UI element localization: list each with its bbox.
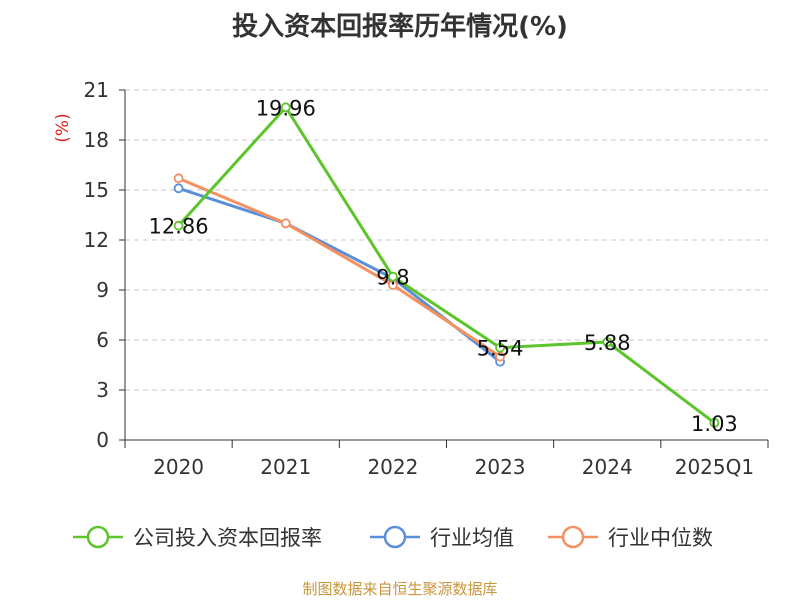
legend-label: 公司投入资本回报率 <box>133 526 322 550</box>
x-tick-label: 2023 <box>475 455 526 479</box>
gridlines <box>125 89 768 391</box>
y-tick-label: 0 <box>96 428 109 452</box>
data-point <box>280 102 291 113</box>
legend-label: 行业中位数 <box>608 526 713 550</box>
y-tick-label: 9 <box>96 278 109 302</box>
legend-swatch-marker <box>561 525 585 549</box>
y-axis-label: (%) <box>53 113 73 142</box>
data-point <box>173 220 184 231</box>
legend-swatch-marker <box>86 525 110 549</box>
y-axis: 0 3 6 9 12 15 18 21 (%) <box>53 78 126 452</box>
data-point <box>173 183 184 194</box>
legend-label: 行业均值 <box>430 526 514 550</box>
series-line <box>177 105 716 425</box>
y-tick-label: 18 <box>84 128 109 152</box>
x-tick-label: 2024 <box>582 455 633 479</box>
data-point <box>495 342 505 353</box>
data-point <box>388 271 398 282</box>
data-point <box>495 351 505 362</box>
data-label: 12.86 <box>149 215 209 239</box>
legend: 公司投入资本回报率 行业均值 行业中位数 <box>73 525 713 550</box>
legend-swatch-marker <box>383 525 407 549</box>
data-label: 5.54 <box>477 337 524 361</box>
data-point <box>602 337 613 347</box>
y-tick-label: 21 <box>84 78 109 102</box>
series-line <box>178 186 502 363</box>
chart-title: 投入资本回报率历年情况(%) <box>232 12 568 42</box>
y-tick-label: 15 <box>84 178 109 202</box>
y-tick-label: 12 <box>84 228 109 252</box>
x-tick-label: 2020 <box>153 455 204 479</box>
x-tick-label: 2021 <box>260 455 311 479</box>
y-tick-label: 6 <box>96 328 109 352</box>
series-lines <box>177 105 716 425</box>
data-point <box>173 173 184 184</box>
data-point <box>280 218 291 229</box>
series-points <box>173 102 720 428</box>
x-axis: 2020 2021 2022 2023 2024 2025Q1 <box>124 439 769 479</box>
data-label: 19.96 <box>256 96 316 120</box>
data-label: 1.03 <box>691 412 738 436</box>
x-tick-label: 2022 <box>367 455 418 479</box>
series-line <box>178 176 501 358</box>
data-label: 5.88 <box>584 331 631 355</box>
source-note: 制图数据来自恒生聚源数据库 <box>302 580 498 598</box>
y-tick-label: 3 <box>96 378 109 402</box>
x-tick-label: 2025Q1 <box>675 455 754 479</box>
data-point <box>709 417 720 428</box>
data-labels: 12.86 19.96 9.8 5.54 5.88 1.03 <box>149 96 738 436</box>
data-label: 9.8 <box>376 266 409 290</box>
